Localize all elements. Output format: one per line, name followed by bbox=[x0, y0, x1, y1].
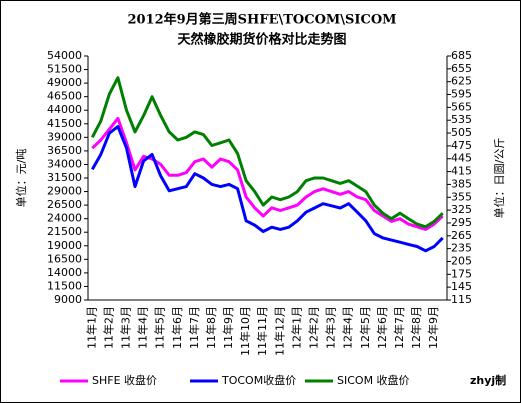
y-tick-label: 26500 bbox=[47, 198, 82, 211]
y-tick-label: 34000 bbox=[47, 157, 82, 170]
y-tick-label: 16500 bbox=[47, 252, 82, 265]
y2-tick-label: 175 bbox=[451, 267, 472, 280]
y-tick-label: 39000 bbox=[47, 130, 82, 143]
y-tick-label: 24000 bbox=[47, 212, 82, 225]
x-tick-label: 11年8月 bbox=[204, 306, 218, 349]
y2-tick-label: 265 bbox=[451, 229, 472, 242]
x-tick-label: 12年9月 bbox=[426, 306, 440, 349]
y2-tick-label: 325 bbox=[451, 203, 472, 216]
y-tick-label: 44000 bbox=[47, 103, 82, 116]
y-tick-label: 14000 bbox=[47, 266, 82, 279]
x-tick-label: 11年12月 bbox=[272, 306, 286, 356]
y2-tick-label: 415 bbox=[451, 165, 472, 178]
y-tick-label: 19000 bbox=[47, 239, 82, 252]
legend-label: TOCOM收盘价 bbox=[221, 373, 296, 387]
y2-tick-label: 595 bbox=[451, 88, 472, 101]
y2-tick-label: 385 bbox=[451, 177, 472, 190]
x-tick-label: 12年1月 bbox=[289, 306, 303, 349]
y-tick-label: 41500 bbox=[47, 117, 82, 130]
x-tick-label: 12年7月 bbox=[392, 306, 406, 349]
legend-label: SICOM 收盘价 bbox=[337, 373, 410, 387]
y2-tick-label: 535 bbox=[451, 113, 472, 126]
y2-tick-label: 625 bbox=[451, 75, 472, 88]
y2-tick-label: 295 bbox=[451, 216, 472, 229]
y2-tick-label: 355 bbox=[451, 190, 472, 203]
series-line bbox=[90, 76, 444, 229]
x-tick-label: 11年9月 bbox=[221, 306, 235, 349]
y2-tick-label: 445 bbox=[451, 152, 472, 165]
x-tick-label: 11年10月 bbox=[238, 306, 252, 356]
x-tick-label: 11年1月 bbox=[84, 306, 98, 349]
x-tick-label: 12年6月 bbox=[375, 306, 389, 349]
y-tick-label: 51500 bbox=[47, 63, 82, 76]
y-tick-label: 21500 bbox=[47, 225, 82, 238]
x-tick-label: 11年4月 bbox=[136, 306, 150, 349]
y2-tick-label: 565 bbox=[451, 100, 472, 113]
y2-tick-label: 475 bbox=[451, 139, 472, 152]
chart-subtitle: 天然橡胶期货价格对比走势图 bbox=[177, 32, 346, 48]
y-tick-label: 49000 bbox=[47, 76, 82, 89]
y2-tick-label: 685 bbox=[451, 49, 472, 62]
y-tick-label: 9000 bbox=[54, 293, 82, 306]
x-tick-label: 12年3月 bbox=[324, 306, 338, 349]
y-tick-label: 36500 bbox=[47, 144, 82, 157]
chart-title: 2012年9月第三周SHFE\TOCOM\SICOM bbox=[127, 12, 396, 28]
x-tick-label: 11年3月 bbox=[118, 306, 132, 349]
x-tick-label: 11年11月 bbox=[255, 306, 269, 356]
y-tick-label: 29000 bbox=[47, 185, 82, 198]
x-tick-label: 11年5月 bbox=[153, 306, 167, 349]
x-tick-label: 12年2月 bbox=[307, 306, 321, 349]
y-tick-label: 11500 bbox=[47, 279, 82, 292]
series-line bbox=[90, 125, 444, 253]
y-tick-label: 46500 bbox=[47, 90, 82, 103]
y-axis-label: 单位：元/吨 bbox=[14, 149, 28, 208]
x-tick-label: 11年2月 bbox=[101, 306, 115, 349]
y2-tick-label: 205 bbox=[451, 254, 472, 267]
x-tick-label: 12年5月 bbox=[358, 306, 372, 349]
x-tick-label: 12年8月 bbox=[409, 306, 423, 349]
y-tick-label: 31500 bbox=[47, 171, 82, 184]
y2-tick-label: 655 bbox=[451, 62, 472, 75]
x-tick-label: 11年7月 bbox=[187, 306, 201, 349]
credit: zhyj制 bbox=[470, 373, 506, 387]
y2-tick-label: 115 bbox=[451, 293, 472, 306]
y2-tick-label: 505 bbox=[451, 126, 472, 139]
y-tick-label: 54000 bbox=[47, 49, 82, 62]
x-tick-label: 11年6月 bbox=[170, 306, 184, 349]
x-tick-label: 12年4月 bbox=[341, 306, 355, 349]
y2-tick-label: 235 bbox=[451, 242, 472, 255]
series-line bbox=[91, 116, 444, 231]
y2-tick-label: 145 bbox=[451, 280, 472, 293]
y2-axis-label: 单位：日圆/公斤 bbox=[492, 138, 506, 219]
legend-label: SHFE 收盘价 bbox=[92, 373, 157, 387]
